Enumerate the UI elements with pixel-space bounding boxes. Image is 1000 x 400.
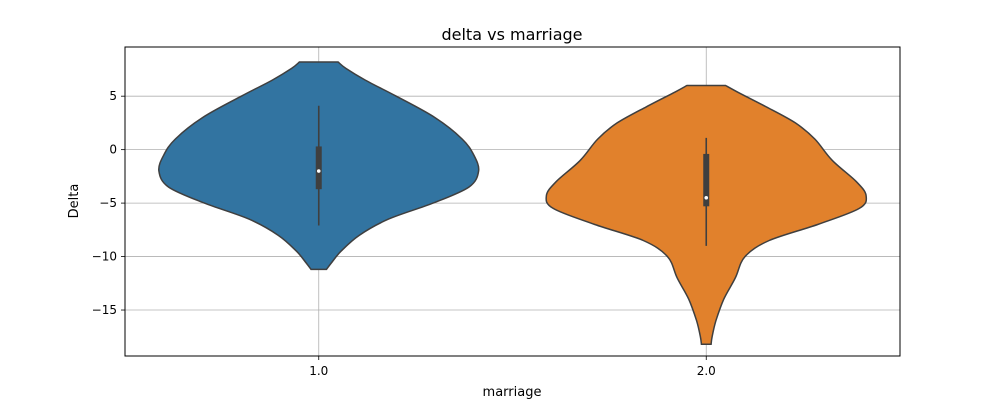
violin-box bbox=[703, 153, 710, 207]
y-tick-label: −5 bbox=[99, 196, 117, 210]
violin-2.0 bbox=[545, 84, 868, 345]
y-axis-label: Delta bbox=[67, 184, 82, 219]
violin-median bbox=[316, 169, 321, 173]
plot-frame bbox=[124, 46, 901, 357]
y-tick-label: −15 bbox=[92, 303, 117, 317]
y-tick-label: −10 bbox=[92, 250, 117, 264]
y-tick-label: 5 bbox=[109, 89, 117, 103]
violin-box bbox=[315, 146, 322, 190]
chart-title: delta vs marriage bbox=[441, 25, 582, 44]
violins bbox=[158, 61, 868, 345]
x-tick-label: 1.0 bbox=[309, 364, 328, 378]
violin-median bbox=[704, 195, 709, 200]
x-axis-label: marriage bbox=[483, 385, 542, 400]
x-axis-ticks: 1.0 2.0 bbox=[309, 356, 716, 378]
y-axis-ticks: 5 0 −5 −10 −15 bbox=[92, 89, 125, 317]
y-tick-label: 0 bbox=[109, 143, 117, 157]
x-tick-label: 2.0 bbox=[697, 364, 716, 378]
violin-1.0 bbox=[158, 61, 480, 271]
